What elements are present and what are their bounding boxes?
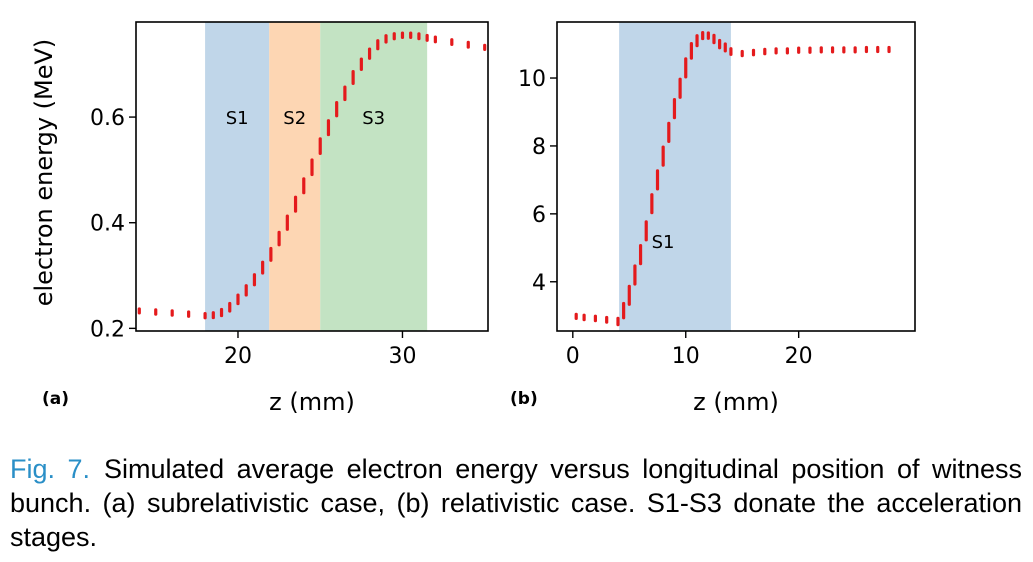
caption-text: Simulated average electron energy versus…	[10, 454, 1022, 552]
stage-label-s1: S1	[652, 232, 675, 253]
panel-a: S1 S2 S3 20 30 0.2 0.4 0.6 z (mm) electron energy…	[30, 21, 489, 416]
x-tick-label: 10	[672, 344, 700, 369]
x-tick-label: 20	[224, 344, 252, 369]
y-tick-label: 0.4	[90, 212, 125, 237]
figure-caption: Fig. 7. Simulated average electron energy…	[10, 452, 1022, 554]
y-tick-label: 10	[518, 67, 546, 92]
x-axis-label: z (mm)	[693, 388, 779, 416]
y-tick-label: 6	[532, 203, 546, 228]
panel-b: S1 0 10 20 4 6 8 10 z (mm) (b)	[510, 21, 916, 416]
stage-label-s2: S2	[283, 108, 306, 129]
x-tick-label: 30	[388, 344, 416, 369]
stage-band-s1	[205, 22, 270, 331]
stage-label-s3: S3	[362, 108, 385, 129]
y-axis-label: electron energy (MeV)	[30, 39, 58, 307]
y-tick-label: 0.6	[90, 106, 125, 131]
y-tick-label: 4	[532, 271, 546, 296]
x-axis-label: z (mm)	[269, 388, 355, 416]
axes-frame	[135, 21, 489, 332]
panel-label: (b)	[510, 389, 538, 409]
y-tick-label: 0.2	[90, 317, 125, 342]
y-tick-label: 8	[532, 135, 546, 160]
x-tick-label: 0	[566, 344, 580, 369]
stage-label-s1: S1	[226, 108, 249, 129]
panel-label: (a)	[42, 389, 69, 409]
stage-band-s2	[269, 22, 321, 331]
figure: S1 S2 S3 20 30 0.2 0.4 0.6 z (mm) electron energy…	[30, 21, 916, 416]
stage-band-s3	[320, 22, 428, 331]
figure-number: Fig. 7.	[10, 454, 91, 484]
stage-band-s1	[619, 22, 731, 331]
x-tick-label: 20	[785, 344, 813, 369]
axes-frame	[556, 21, 916, 332]
